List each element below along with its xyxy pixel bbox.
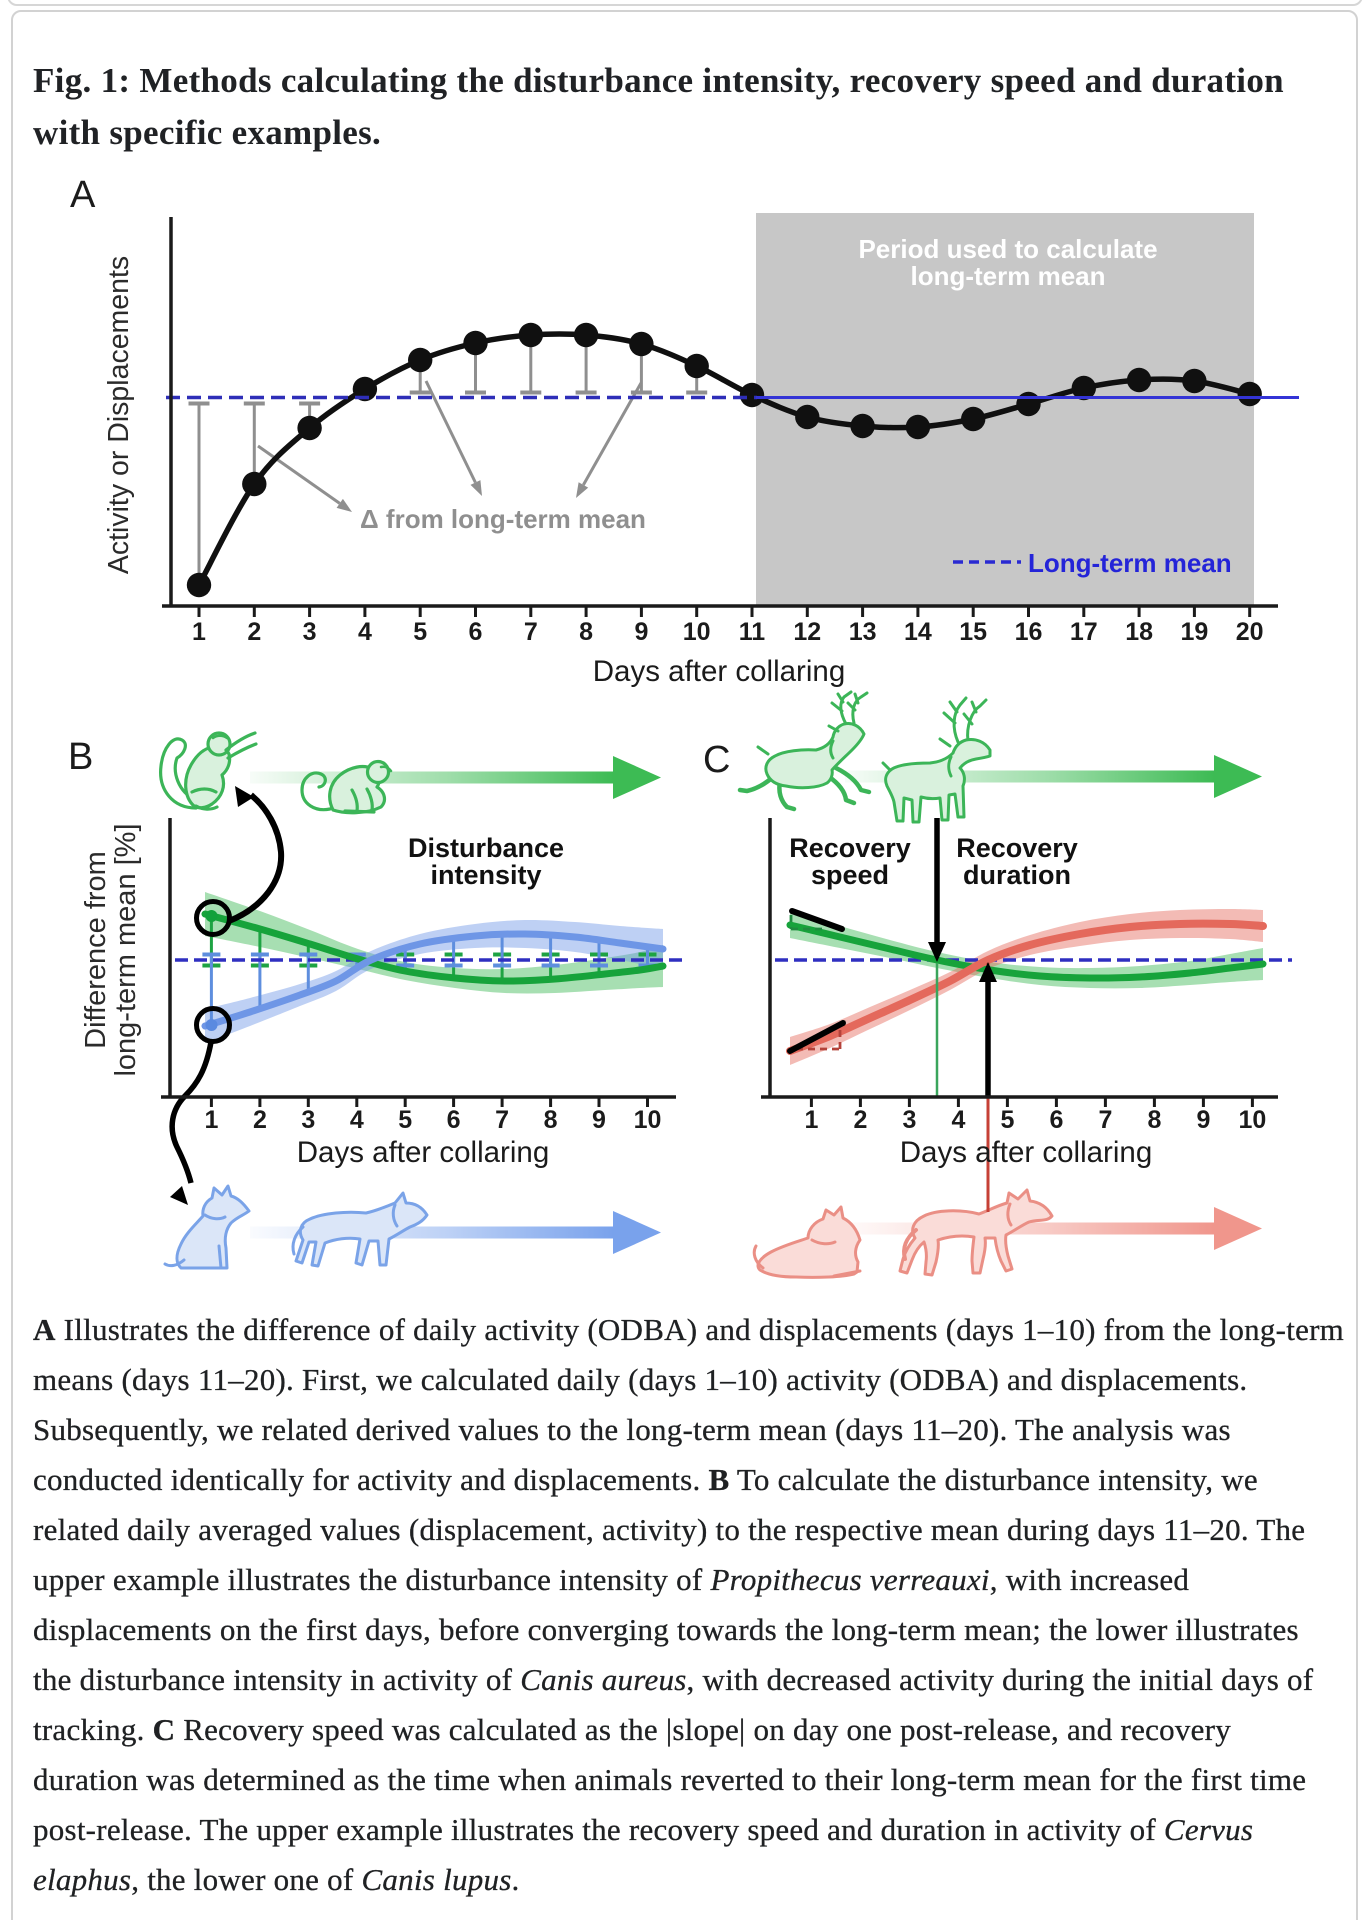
svg-text:19: 19 xyxy=(1180,618,1208,646)
svg-text:long-term mean [%]: long-term mean [%] xyxy=(110,823,142,1076)
svg-text:20: 20 xyxy=(1236,618,1264,646)
svg-text:Days after collaring: Days after collaring xyxy=(593,655,846,688)
svg-text:Recovery: Recovery xyxy=(789,833,911,863)
svg-text:3: 3 xyxy=(902,1106,916,1134)
svg-text:9: 9 xyxy=(592,1106,606,1134)
svg-text:Days after collaring: Days after collaring xyxy=(900,1136,1153,1169)
svg-text:1: 1 xyxy=(192,618,206,646)
svg-text:1: 1 xyxy=(804,1106,818,1134)
svg-text:intensity: intensity xyxy=(430,860,541,890)
svg-text:8: 8 xyxy=(1147,1106,1161,1134)
svg-text:9: 9 xyxy=(1196,1106,1210,1134)
svg-text:17: 17 xyxy=(1070,618,1098,646)
svg-text:5: 5 xyxy=(398,1106,412,1134)
svg-text:6: 6 xyxy=(469,618,483,646)
svg-text:Difference from: Difference from xyxy=(80,851,112,1049)
svg-text:16: 16 xyxy=(1015,618,1043,646)
svg-text:Disturbance: Disturbance xyxy=(408,833,564,863)
svg-text:4: 4 xyxy=(951,1106,965,1134)
svg-text:2: 2 xyxy=(253,1106,267,1134)
svg-text:8: 8 xyxy=(579,618,593,646)
svg-text:Activity or Displacements: Activity or Displacements xyxy=(103,256,135,574)
svg-text:10: 10 xyxy=(1238,1106,1266,1134)
svg-text:8: 8 xyxy=(544,1106,558,1134)
svg-text:Long-term mean: Long-term mean xyxy=(1028,548,1232,578)
svg-text:18: 18 xyxy=(1125,618,1153,646)
svg-text:A: A xyxy=(70,174,96,216)
svg-text:9: 9 xyxy=(634,618,648,646)
svg-text:10: 10 xyxy=(634,1106,662,1134)
svg-text:2: 2 xyxy=(247,618,261,646)
svg-text:Period used to calculate: Period used to calculate xyxy=(858,234,1157,264)
svg-text:Days after collaring: Days after collaring xyxy=(297,1136,550,1169)
svg-text:12: 12 xyxy=(793,618,821,646)
svg-text:3: 3 xyxy=(301,1106,315,1134)
svg-text:14: 14 xyxy=(904,618,932,646)
svg-text:3: 3 xyxy=(303,618,317,646)
svg-text:2: 2 xyxy=(853,1106,867,1134)
svg-text:6: 6 xyxy=(447,1106,461,1134)
svg-text:C: C xyxy=(703,739,730,781)
svg-text:5: 5 xyxy=(413,618,427,646)
svg-text:7: 7 xyxy=(1098,1106,1112,1134)
svg-text:4: 4 xyxy=(358,618,372,646)
svg-text:B: B xyxy=(68,736,93,778)
svg-text:1: 1 xyxy=(204,1106,218,1134)
svg-text:duration: duration xyxy=(963,860,1071,890)
svg-text:13: 13 xyxy=(849,618,877,646)
svg-text:6: 6 xyxy=(1049,1106,1063,1134)
svg-text:7: 7 xyxy=(524,618,538,646)
svg-text:4: 4 xyxy=(350,1106,364,1134)
svg-text:10: 10 xyxy=(683,618,711,646)
svg-text:7: 7 xyxy=(495,1106,509,1134)
svg-text:Δ from long-term mean: Δ from long-term mean xyxy=(360,504,646,534)
svg-text:Recovery: Recovery xyxy=(956,833,1078,863)
svg-text:15: 15 xyxy=(959,618,987,646)
svg-text:long-term mean: long-term mean xyxy=(910,261,1105,291)
svg-text:11: 11 xyxy=(739,618,766,646)
svg-text:5: 5 xyxy=(1000,1106,1014,1134)
svg-text:speed: speed xyxy=(811,860,889,890)
